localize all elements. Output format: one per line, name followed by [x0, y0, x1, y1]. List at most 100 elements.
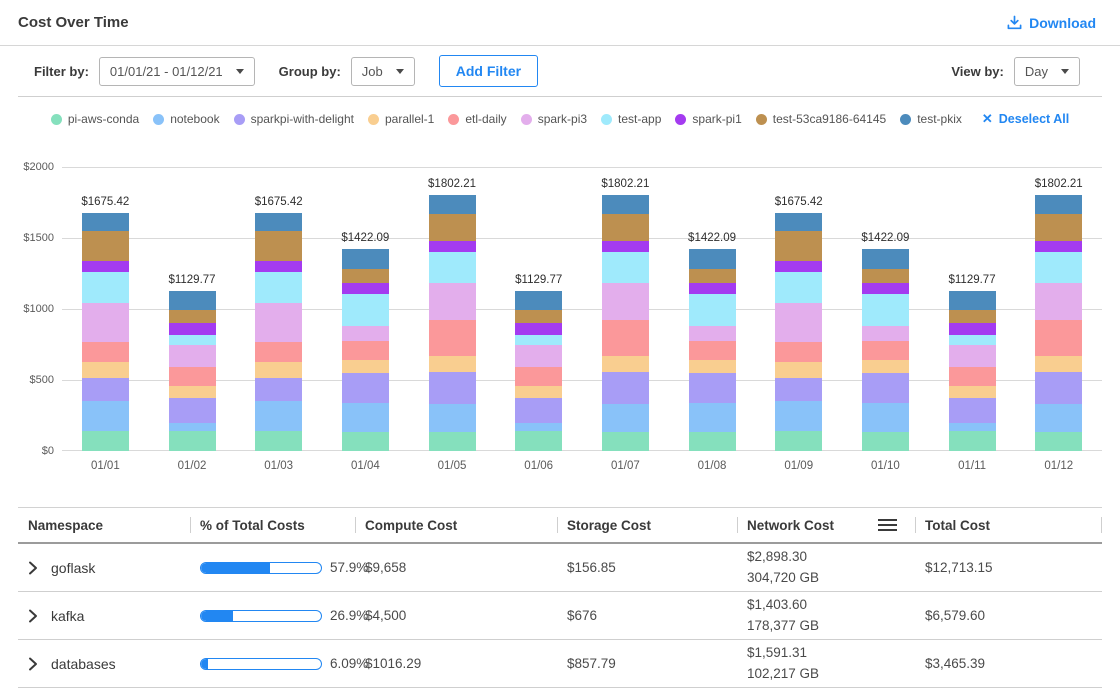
- bar-segment-etl-daily[interactable]: [602, 320, 649, 356]
- bar-segment-pi-aws-conda[interactable]: [775, 431, 822, 451]
- bar-segment-etl-daily[interactable]: [1035, 320, 1082, 356]
- bar-segment-test-53ca9186-64145[interactable]: [169, 310, 216, 323]
- bar-segment-test-app[interactable]: [429, 252, 476, 283]
- bar-segment-test-pkix[interactable]: [82, 213, 129, 231]
- bar-segment-parallel-1[interactable]: [342, 360, 389, 373]
- bar-segment-sparkpi-with-delight[interactable]: [169, 398, 216, 422]
- bar-segment-notebook[interactable]: [1035, 404, 1082, 432]
- bar-segment-etl-daily[interactable]: [342, 341, 389, 359]
- bar-segment-etl-daily[interactable]: [515, 367, 562, 386]
- bar-segment-test-app[interactable]: [515, 335, 562, 346]
- bar-01/02[interactable]: [169, 291, 216, 451]
- bar-segment-spark-pi1[interactable]: [515, 323, 562, 334]
- add-filter-button[interactable]: Add Filter: [439, 55, 538, 87]
- bar-segment-spark-pi3[interactable]: [1035, 283, 1082, 320]
- bar-segment-notebook[interactable]: [82, 401, 129, 431]
- bar-segment-spark-pi1[interactable]: [949, 323, 996, 334]
- bar-segment-pi-aws-conda[interactable]: [429, 432, 476, 451]
- bar-segment-parallel-1[interactable]: [515, 386, 562, 399]
- bar-segment-sparkpi-with-delight[interactable]: [255, 378, 302, 401]
- bar-segment-etl-daily[interactable]: [82, 342, 129, 361]
- bar-segment-test-53ca9186-64145[interactable]: [689, 269, 736, 283]
- bar-segment-test-app[interactable]: [689, 294, 736, 326]
- bar-segment-notebook[interactable]: [255, 401, 302, 431]
- bar-segment-test-53ca9186-64145[interactable]: [1035, 214, 1082, 241]
- bar-segment-spark-pi3[interactable]: [689, 326, 736, 342]
- bar-01/08[interactable]: [689, 249, 736, 451]
- legend-item-test-app[interactable]: test-app: [601, 112, 661, 126]
- deselect-all-button[interactable]: ✕ Deselect All: [982, 111, 1069, 127]
- bar-segment-spark-pi1[interactable]: [342, 283, 389, 293]
- bar-segment-parallel-1[interactable]: [862, 360, 909, 373]
- bar-segment-pi-aws-conda[interactable]: [169, 431, 216, 451]
- bar-segment-spark-pi1[interactable]: [82, 261, 129, 272]
- bar-segment-test-pkix[interactable]: [169, 291, 216, 310]
- bar-segment-parallel-1[interactable]: [602, 356, 649, 372]
- column-menu-icon[interactable]: [878, 519, 897, 531]
- legend-item-etl-daily[interactable]: etl-daily: [448, 112, 506, 126]
- bar-segment-test-app[interactable]: [775, 272, 822, 303]
- chevron-right-icon[interactable]: [28, 657, 38, 671]
- bar-segment-parallel-1[interactable]: [689, 360, 736, 373]
- bar-segment-spark-pi3[interactable]: [82, 303, 129, 342]
- bar-segment-test-app[interactable]: [1035, 252, 1082, 283]
- bar-segment-spark-pi3[interactable]: [429, 283, 476, 320]
- col-header-total-cost[interactable]: Total Cost: [915, 508, 1102, 542]
- bar-segment-notebook[interactable]: [169, 423, 216, 432]
- bar-segment-etl-daily[interactable]: [255, 342, 302, 361]
- bar-segment-spark-pi1[interactable]: [862, 283, 909, 293]
- bar-segment-test-app[interactable]: [862, 294, 909, 326]
- bar-segment-pi-aws-conda[interactable]: [342, 432, 389, 451]
- bar-segment-spark-pi3[interactable]: [775, 303, 822, 342]
- legend-item-parallel-1[interactable]: parallel-1: [368, 112, 434, 126]
- bar-segment-test-app[interactable]: [342, 294, 389, 326]
- bar-segment-parallel-1[interactable]: [82, 362, 129, 378]
- bar-segment-pi-aws-conda[interactable]: [82, 431, 129, 451]
- bar-segment-sparkpi-with-delight[interactable]: [1035, 372, 1082, 404]
- legend-item-test-pkix[interactable]: test-pkix: [900, 112, 962, 126]
- chevron-right-icon[interactable]: [28, 609, 38, 623]
- bar-segment-notebook[interactable]: [429, 404, 476, 432]
- bar-segment-sparkpi-with-delight[interactable]: [602, 372, 649, 404]
- bar-segment-notebook[interactable]: [689, 403, 736, 432]
- bar-segment-sparkpi-with-delight[interactable]: [949, 398, 996, 422]
- bar-segment-parallel-1[interactable]: [1035, 356, 1082, 372]
- bar-segment-spark-pi3[interactable]: [515, 345, 562, 366]
- bar-segment-spark-pi3[interactable]: [169, 345, 216, 366]
- bar-segment-etl-daily[interactable]: [775, 342, 822, 361]
- bar-segment-parallel-1[interactable]: [949, 386, 996, 399]
- bar-segment-test-53ca9186-64145[interactable]: [602, 214, 649, 241]
- bar-segment-parallel-1[interactable]: [429, 356, 476, 372]
- legend-item-test-53ca9186-64145[interactable]: test-53ca9186-64145: [756, 112, 886, 126]
- bar-segment-etl-daily[interactable]: [169, 367, 216, 386]
- bar-segment-test-53ca9186-64145[interactable]: [342, 269, 389, 283]
- bar-segment-sparkpi-with-delight[interactable]: [862, 373, 909, 403]
- date-range-dropdown[interactable]: 01/01/21 - 01/12/21: [99, 57, 255, 86]
- bar-segment-sparkpi-with-delight[interactable]: [689, 373, 736, 403]
- legend-item-spark-pi3[interactable]: spark-pi3: [521, 112, 587, 126]
- bar-segment-sparkpi-with-delight[interactable]: [342, 373, 389, 403]
- bar-segment-test-53ca9186-64145[interactable]: [862, 269, 909, 283]
- bar-segment-test-pkix[interactable]: [775, 213, 822, 231]
- bar-01/07[interactable]: [602, 195, 649, 451]
- legend-item-pi-aws-conda[interactable]: pi-aws-conda: [51, 112, 139, 126]
- bar-segment-sparkpi-with-delight[interactable]: [82, 378, 129, 401]
- view-by-dropdown[interactable]: Day: [1014, 57, 1080, 86]
- bar-segment-test-pkix[interactable]: [689, 249, 736, 269]
- bar-01/09[interactable]: [775, 213, 822, 451]
- bar-segment-test-pkix[interactable]: [515, 291, 562, 310]
- bar-segment-notebook[interactable]: [775, 401, 822, 431]
- bar-segment-test-pkix[interactable]: [949, 291, 996, 310]
- bar-segment-spark-pi1[interactable]: [602, 241, 649, 252]
- bar-01/04[interactable]: [342, 249, 389, 451]
- col-header-namespace[interactable]: Namespace: [18, 508, 190, 542]
- bar-01/06[interactable]: [515, 291, 562, 451]
- bar-segment-sparkpi-with-delight[interactable]: [429, 372, 476, 404]
- bar-segment-test-pkix[interactable]: [342, 249, 389, 269]
- bar-segment-spark-pi1[interactable]: [1035, 241, 1082, 252]
- legend-item-sparkpi-with-delight[interactable]: sparkpi-with-delight: [234, 112, 354, 126]
- bar-segment-test-pkix[interactable]: [1035, 195, 1082, 214]
- bar-segment-test-app[interactable]: [949, 335, 996, 346]
- legend-item-spark-pi1[interactable]: spark-pi1: [675, 112, 741, 126]
- bar-segment-spark-pi1[interactable]: [429, 241, 476, 252]
